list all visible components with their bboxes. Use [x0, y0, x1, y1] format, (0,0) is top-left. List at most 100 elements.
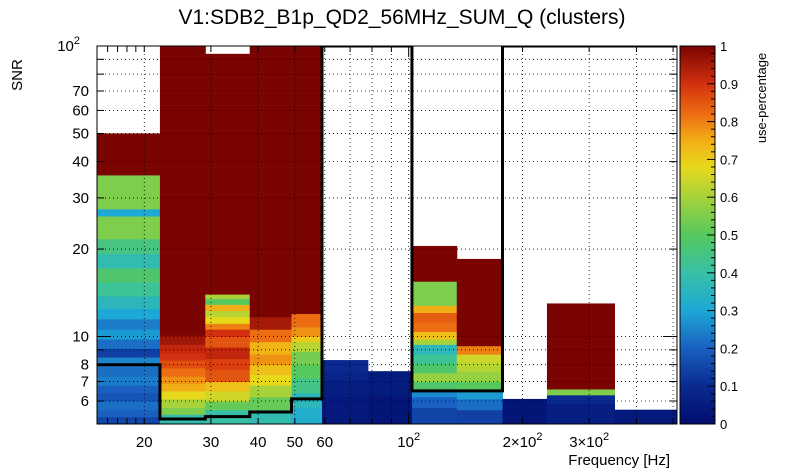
- heatmap-cell: [97, 174, 161, 210]
- heatmap-cells: [97, 46, 677, 424]
- heatmap-cell: [205, 316, 251, 324]
- y-tick-label: 50: [72, 125, 89, 142]
- heatmap-cell: [456, 345, 503, 355]
- x-tick-label: 60: [316, 434, 333, 451]
- colorbar-tick-label: 0.6: [720, 190, 738, 205]
- heatmap-cell: [367, 394, 413, 424]
- heatmap-cell: [291, 313, 323, 328]
- heatmap-cell: [97, 268, 161, 283]
- heatmap-cell: [205, 323, 251, 330]
- heatmap-cell: [249, 46, 292, 318]
- heatmap-cell: [456, 354, 503, 363]
- x-tick-label: 2×102: [503, 431, 543, 451]
- heatmap-cell: [205, 294, 251, 300]
- heatmap-cell: [159, 360, 206, 369]
- heatmap-cell: [411, 312, 458, 323]
- heatmap-cell: [97, 376, 161, 386]
- colorbar-tick-label: 0.7: [720, 152, 738, 167]
- heatmap-cell: [322, 360, 369, 372]
- heatmap-cell: [411, 381, 458, 392]
- heatmap-cell: [205, 336, 251, 348]
- x-tick-label: 102: [397, 431, 420, 451]
- plot-frame: [96, 45, 678, 425]
- colorbar-tick-label: 0.5: [720, 228, 738, 243]
- heatmap-cell: [411, 322, 458, 333]
- x-tick-label: 30: [203, 434, 220, 451]
- heatmap-cell: [249, 396, 292, 411]
- x-tick-label: 40: [250, 434, 267, 451]
- heatmap-cell: [291, 326, 323, 338]
- grid-lines: [97, 46, 677, 424]
- y-tick-label: 8: [81, 357, 89, 374]
- heatmap-cell: [205, 347, 251, 360]
- chart-title: V1:SDB2_B1p_QD2_56MHz_SUM_Q (clusters): [178, 6, 625, 29]
- heatmap-cell: [249, 354, 292, 366]
- colorbar-tick-label: 0.1: [720, 379, 738, 394]
- heatmap-cell: [546, 388, 616, 396]
- heatmap-cell: [97, 416, 161, 424]
- heatmap-cell: [546, 403, 616, 424]
- heatmap-cell: [456, 398, 503, 411]
- heatmap-cell: [502, 398, 548, 424]
- y-tick-label: 102: [57, 35, 80, 55]
- heatmap-cell: [159, 383, 206, 392]
- heatmap-cell: [97, 339, 161, 349]
- x-tick-label: 20: [136, 434, 153, 451]
- heatmap-cell: [97, 366, 161, 377]
- heatmap-cell: [456, 381, 503, 392]
- heatmap-cell: [367, 371, 413, 396]
- heatmap-cell: [159, 390, 206, 400]
- heatmap-cell: [97, 409, 161, 418]
- heatmap-cell: [159, 46, 206, 336]
- heatmap-cell: [159, 367, 206, 377]
- heatmap-cell: [97, 348, 161, 358]
- colorbar-tick-label: 0.4: [720, 266, 738, 281]
- heatmap-cell: [159, 335, 206, 345]
- heatmap-cell: [411, 281, 458, 306]
- y-tick-label: 10: [72, 329, 89, 346]
- heatmap-cell: [291, 341, 323, 352]
- heatmap-cell: [249, 385, 292, 398]
- heatmap-cell: [205, 400, 251, 411]
- heatmap-cell: [322, 381, 369, 398]
- y-axis-ticks: 6 78 10 20 30 40 50 60 70 102: [57, 35, 677, 410]
- heatmap-cell: [411, 396, 458, 408]
- heatmap-cell: [205, 381, 251, 392]
- heatmap-cell: [546, 303, 616, 390]
- heatmap-cell: [456, 409, 503, 424]
- heatmap-cell: [205, 53, 251, 295]
- heatmap-cell: [97, 295, 161, 309]
- heatmap-cell: [159, 344, 206, 354]
- heatmap-cell: [97, 385, 161, 394]
- heatmap-cell: [159, 352, 206, 361]
- heatmap-cell: [291, 351, 323, 366]
- colorbar-tick-label: 0.3: [720, 304, 738, 319]
- heatmap-cell: [411, 372, 458, 383]
- heatmap-cell: [291, 377, 323, 394]
- colorbar-tick-label: 0.2: [720, 341, 738, 356]
- heatmap-cell: [411, 245, 458, 282]
- heatmap-cell: [249, 374, 292, 386]
- heatmap-cell: [205, 390, 251, 402]
- x-axis-label: Frequency [Hz]: [568, 452, 670, 469]
- y-tick-label: 30: [72, 190, 89, 207]
- heatmap-cell: [291, 364, 323, 379]
- colorbar-ticks: 0 0.1 0.2 0.3 0.4 0.5 0.6 0.7 0.8 0.9 1: [707, 39, 738, 432]
- colorbar-tick-label: 1: [720, 39, 727, 54]
- heatmap-cell: [205, 304, 251, 311]
- y-tick-label: 60: [72, 102, 89, 119]
- y-axis-label: SNR: [9, 59, 26, 91]
- heatmap-cell: [159, 376, 206, 384]
- contour-line: [97, 46, 677, 421]
- x-tick-label: 3×102: [569, 431, 609, 451]
- heatmap-cell: [97, 215, 161, 240]
- colorbar-tick-label: 0: [720, 417, 727, 432]
- heatmap-cell: [159, 398, 206, 408]
- heatmap-cell: [411, 390, 458, 398]
- heatmap-cell: [97, 253, 161, 269]
- heatmap-cell: [411, 344, 458, 355]
- heatmap-cell: [411, 339, 458, 345]
- heatmap-cell: [456, 361, 503, 372]
- heatmap-cell: [456, 371, 503, 383]
- heatmap-cell: [205, 369, 251, 383]
